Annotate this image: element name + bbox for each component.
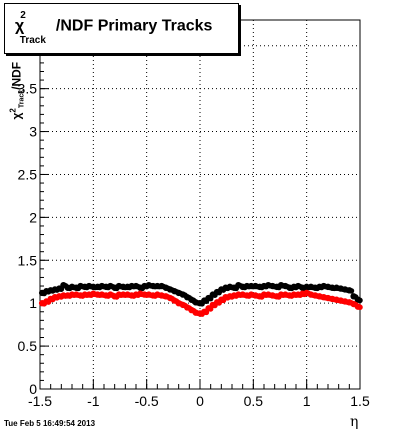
series-red [38, 289, 363, 317]
y-tick-label: 0 [29, 381, 37, 397]
ticks-layer [39, 19, 361, 390]
series-black [38, 281, 363, 307]
data-point [348, 288, 355, 294]
data-point [357, 304, 363, 311]
chart-title: χ2 Track/NDF Primary Tracks [15, 10, 213, 46]
y-tick-label: 2.5 [18, 166, 38, 182]
grid-layer [40, 20, 360, 389]
x-tick-label: -0.5 [135, 393, 159, 409]
ylabel-sub: Track [18, 89, 26, 109]
x-tick-label: 0 [196, 393, 204, 409]
tick-labels: -1.5-1-0.500.511.500.511.522.533.54 [18, 38, 370, 409]
y-tick-label: 2 [29, 209, 37, 225]
x-tick-label: 1.5 [350, 393, 370, 409]
series-layer [38, 281, 363, 317]
y-tick-label: 0.5 [18, 338, 38, 354]
y-tick-label: 1 [29, 295, 37, 311]
ylabel-sup: 2 [8, 108, 18, 113]
y-tick-label: 3.5 [18, 81, 38, 97]
title-text: /NDF Primary Tracks [55, 17, 213, 35]
x-tick-label: 1 [303, 393, 311, 409]
x-tick-label: -1 [87, 393, 100, 409]
title-symbol: χ [15, 17, 25, 35]
title-box: χ2 Track/NDF Primary Tracks [4, 3, 239, 54]
x-tick-label: 0.5 [244, 393, 264, 409]
ylabel-symbol: χ [9, 112, 24, 120]
title-sup: 2 [20, 10, 26, 21]
x-axis-label: η [350, 414, 359, 430]
y-tick-label: 1.5 [18, 252, 38, 268]
timestamp: Tue Feb 5 16:49:54 2013 [4, 419, 96, 428]
data-point [357, 297, 363, 304]
title-sub: Track [19, 34, 46, 46]
x-tick-label: -1.5 [28, 393, 52, 409]
ylabel-text: /NDF [9, 61, 24, 90]
y-tick-label: 3 [29, 124, 37, 140]
y-axis-label: χ2Track/NDF [8, 51, 25, 131]
